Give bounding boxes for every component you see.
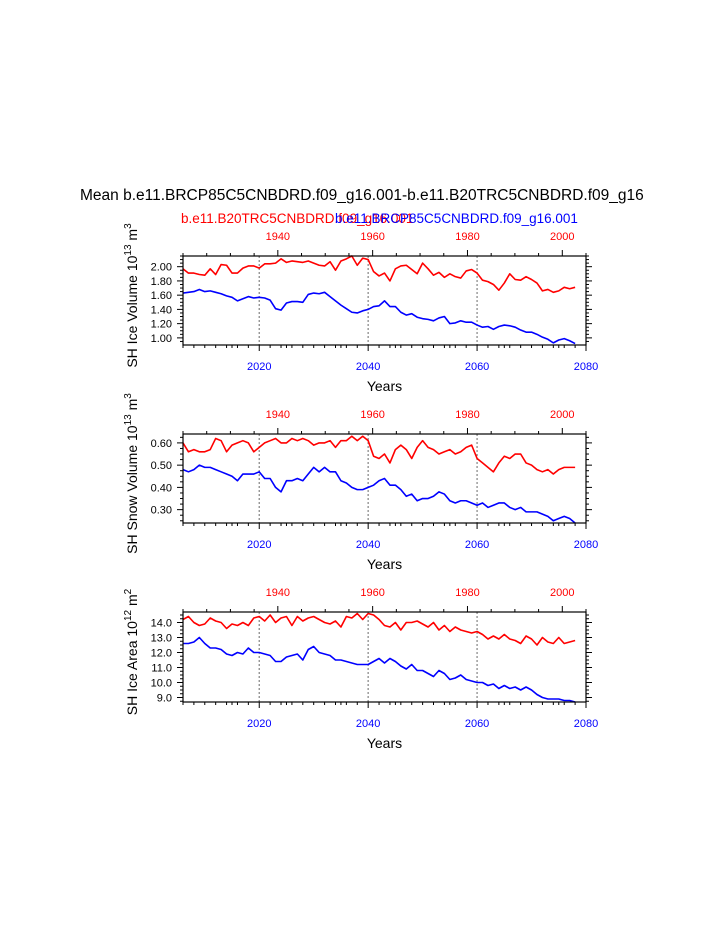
y-tick-label: 0.50 <box>151 460 172 472</box>
legend-blue-label: b.e11.BRCP85C5CNBDRD.f09_g16.001 <box>335 211 578 226</box>
y-axis-title-main: SH Ice Volume 10 <box>124 255 140 367</box>
x-axis-title: Years <box>367 556 402 572</box>
x-top-tick-label: 1980 <box>455 409 479 421</box>
y-axis-title-main: SH Ice Area 10 <box>124 621 140 715</box>
series-line-blue <box>183 636 576 703</box>
x-top-tick-label: 2000 <box>550 587 574 599</box>
y-axis-title: SH Ice Volume 1013 m3 <box>123 223 140 368</box>
x-bottom-tick-label: 2040 <box>356 539 380 551</box>
x-bottom-tick-label: 2080 <box>574 539 598 551</box>
y-axis-title-exp: 13 <box>123 244 134 256</box>
y-axis-title-unit-exp: 3 <box>123 393 134 399</box>
y-tick-label: 10.0 <box>151 678 172 690</box>
y-tick-label: 1.40 <box>151 304 172 316</box>
x-top-tick-label: 1980 <box>455 231 479 243</box>
x-axis-title: Years <box>367 735 402 751</box>
y-tick-label: 13.0 <box>151 633 172 645</box>
x-top-tick-label: 1980 <box>455 587 479 599</box>
x-bottom-tick-label: 2020 <box>247 539 271 551</box>
x-bottom-tick-label: 2020 <box>247 718 271 730</box>
y-axis-title-main: SH Snow Volume 10 <box>124 425 140 554</box>
x-bottom-tick-label: 2080 <box>574 361 598 373</box>
y-tick-label: 12.0 <box>151 648 172 660</box>
series-line-red <box>182 612 576 646</box>
x-bottom-tick-label: 2060 <box>465 361 489 373</box>
panel-snow-volume: 0.30 0.40 0.50 0.60 2020 2040 2060 2080 1940 1960… <box>123 393 598 572</box>
legend-red-label: b.e11.B20TRC5CNBDRD.f09_g16.001 <box>181 211 413 226</box>
x-top-tick-label: 1960 <box>360 231 384 243</box>
x-bottom-tick-label: 2040 <box>356 718 380 730</box>
panel-ice-area: 9.0 10.0 11.0 12.0 13.0 14.0 2020 2040 2060 2080 1… <box>123 587 598 751</box>
y-axis-title-unit: m <box>124 229 140 245</box>
x-top-tick-label: 1940 <box>266 231 290 243</box>
figure-title: Mean b.e11.BRCP85C5CNBDRD.f09_g16.001-b.… <box>80 187 644 204</box>
y-axis-title-exp: 13 <box>123 414 134 426</box>
y-axis-title-unit: m <box>124 594 140 610</box>
y-tick-label: 1.60 <box>151 290 172 302</box>
y-tick-label: 0.40 <box>151 482 172 494</box>
y-axis-title-unit-exp: 3 <box>123 223 134 229</box>
x-bottom-tick-label: 2080 <box>574 718 598 730</box>
y-tick-label: 14.0 <box>151 618 172 630</box>
series-line-blue <box>182 464 576 524</box>
series-line-blue <box>182 288 576 345</box>
y-axis-title-exp: 12 <box>123 609 134 621</box>
x-top-tick-label: 2000 <box>550 231 574 243</box>
y-tick-label: 0.60 <box>151 438 172 450</box>
y-axis-title-unit: m <box>124 399 140 415</box>
x-bottom-tick-label: 2020 <box>247 361 271 373</box>
y-tick-label: 1.20 <box>151 319 172 331</box>
x-top-tick-label: 1960 <box>360 587 384 599</box>
y-axis-title-unit-exp: 2 <box>123 588 134 594</box>
y-tick-label: 1.00 <box>151 333 172 345</box>
y-tick-label: 1.80 <box>151 276 172 288</box>
y-tick-label: 2.00 <box>151 262 172 274</box>
x-bottom-tick-label: 2060 <box>465 539 489 551</box>
x-top-tick-label: 2000 <box>550 409 574 421</box>
plot-frame <box>182 611 587 703</box>
x-top-tick-label: 1940 <box>266 409 290 421</box>
y-tick-label: 11.0 <box>151 663 172 675</box>
plot-frame <box>182 433 587 524</box>
y-axis-title: SH Snow Volume 1013 m3 <box>123 393 140 554</box>
x-bottom-tick-label: 2040 <box>356 361 380 373</box>
series-line-red <box>182 435 576 475</box>
panel-ice-volume: 1.00 1.20 1.40 1.60 1.80 2.00 2020 2040 2060 2080… <box>123 223 598 394</box>
y-tick-label: 0.30 <box>151 505 172 517</box>
series-line-red <box>182 255 576 294</box>
x-axis-title: Years <box>367 378 402 394</box>
x-top-tick-label: 1940 <box>266 587 290 599</box>
x-bottom-tick-label: 2060 <box>465 718 489 730</box>
y-axis-title: SH Ice Area 1012 m2 <box>123 588 140 715</box>
y-tick-label: 9.0 <box>157 693 172 705</box>
x-top-tick-label: 1960 <box>360 409 384 421</box>
plot-frame <box>182 255 587 346</box>
